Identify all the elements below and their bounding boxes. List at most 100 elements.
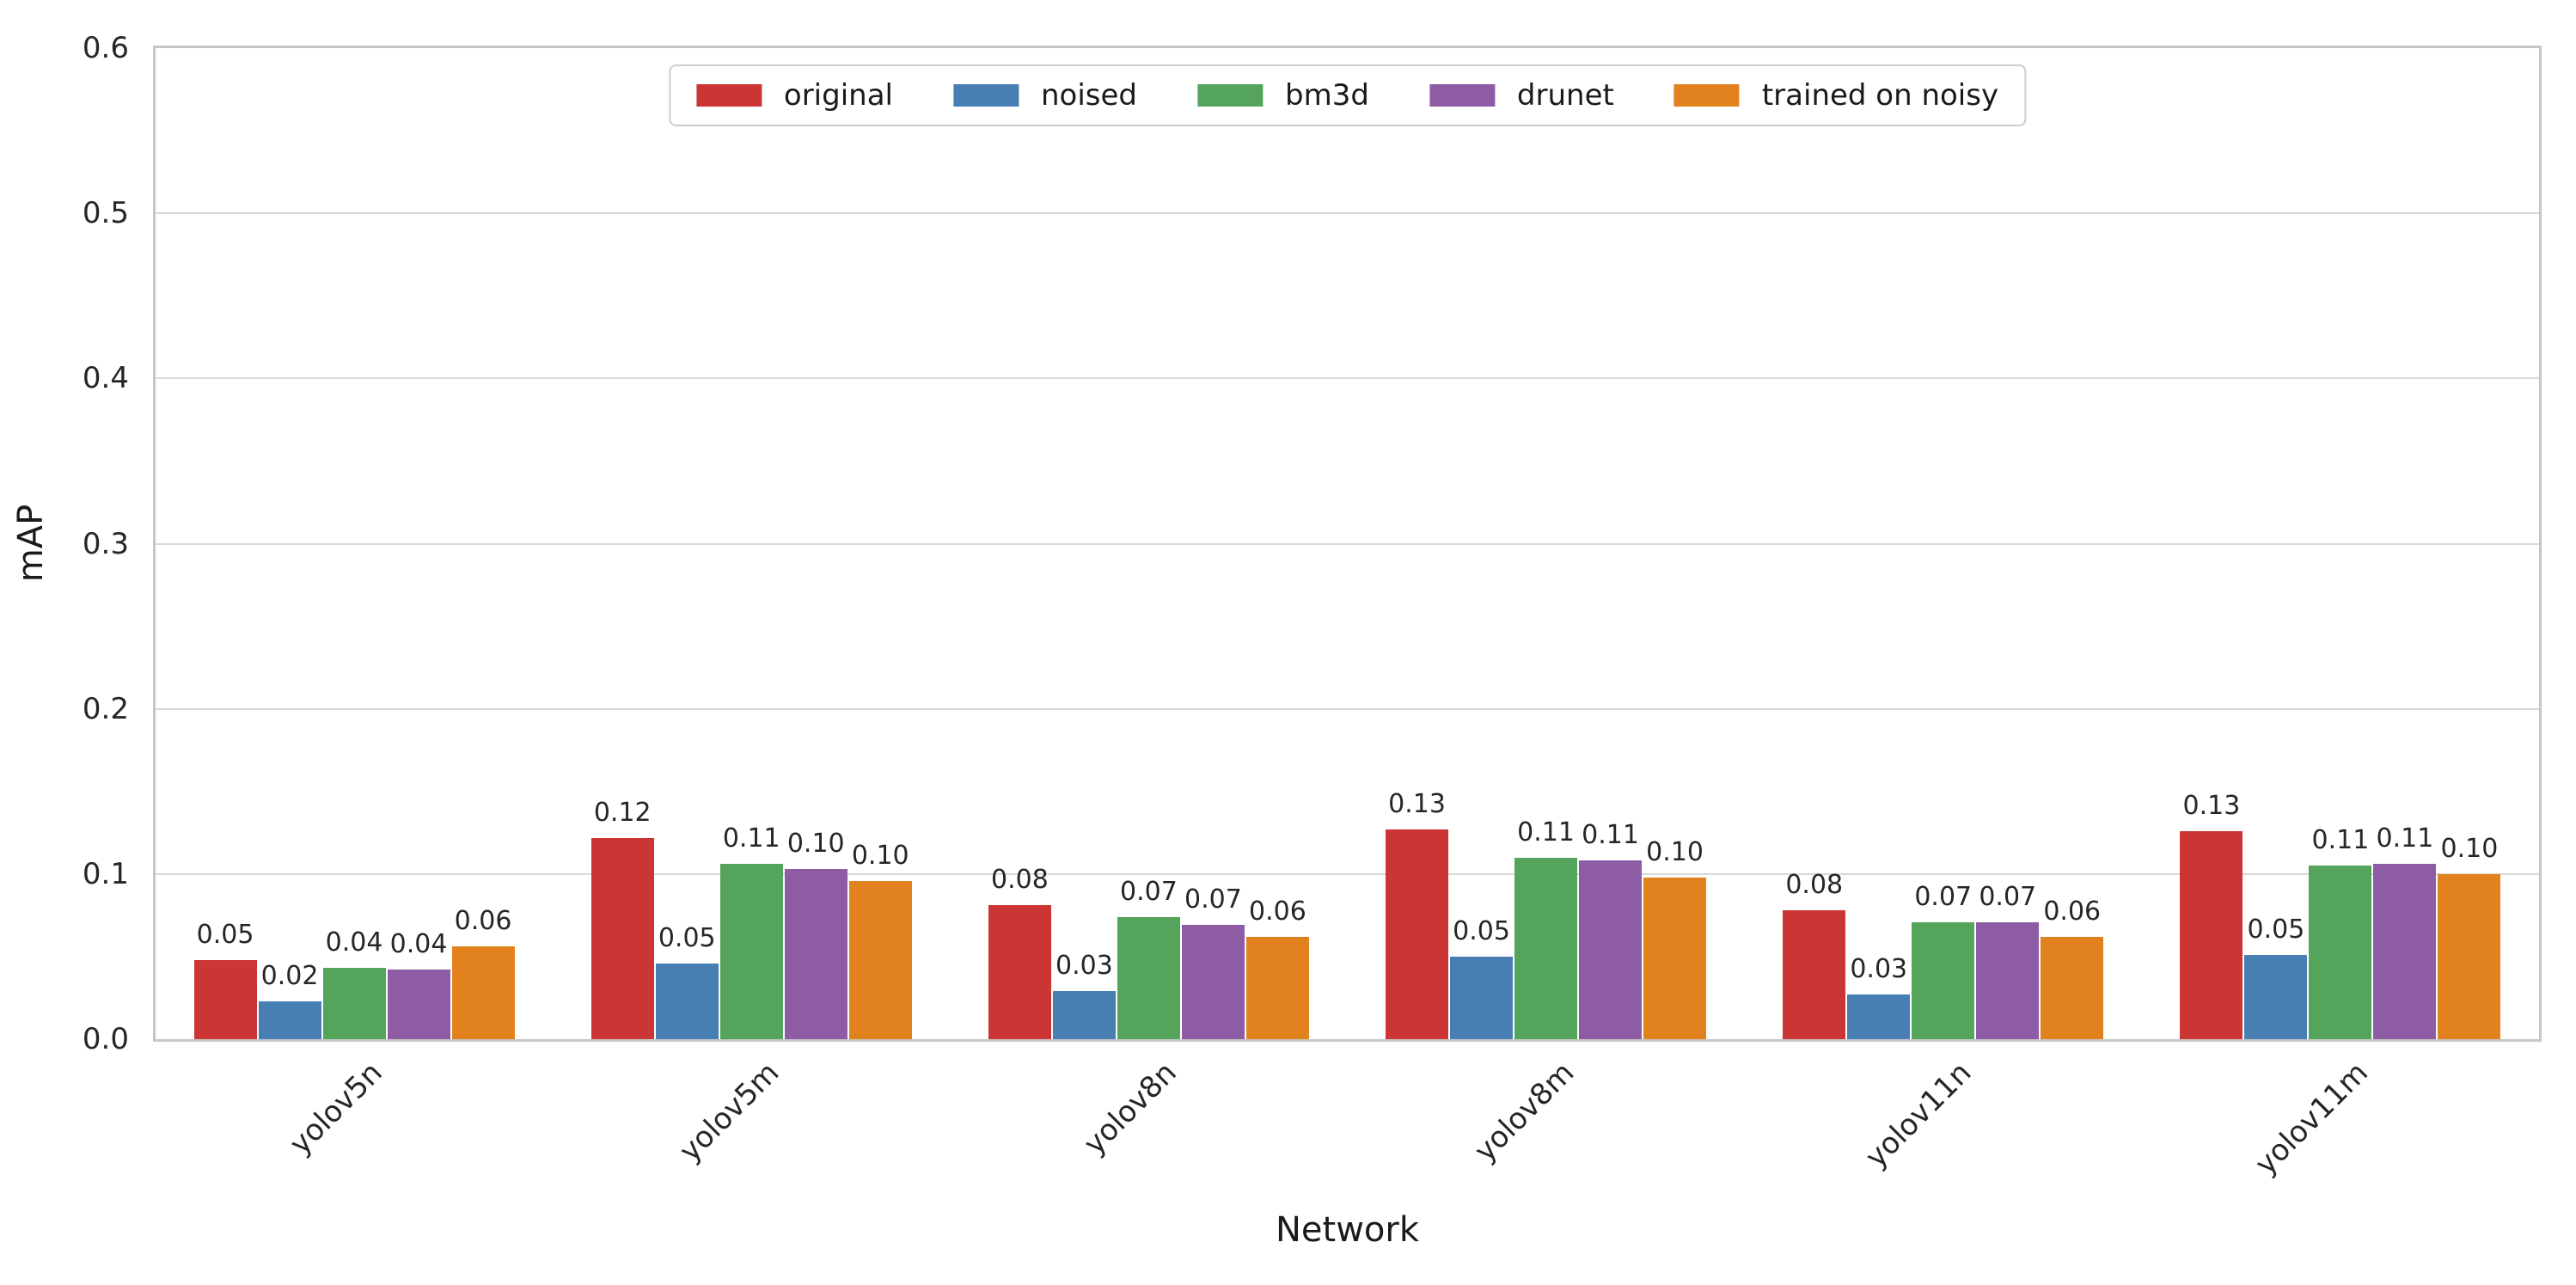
bar-drunet-yolov5n: 0.04 <box>387 929 450 1039</box>
legend-swatch-bm3d <box>1197 84 1264 107</box>
bar-group-yolov8n: 0.08 0.03 0.07 0.07 0.06 <box>950 48 1347 1039</box>
bar-value-label: 0.11 <box>722 823 780 854</box>
bar-bm3d-yolov5m: 0.11 <box>719 823 783 1039</box>
legend-item-noised: noised <box>952 78 1138 113</box>
bar-value-label: 0.10 <box>1646 836 1704 867</box>
bar-value-label: 0.07 <box>1979 881 2037 912</box>
legend: original noised bm3d drunet trained on noisy <box>668 64 2027 126</box>
bar-trained-on-noisy-yolov8n: 0.06 <box>1245 896 1309 1039</box>
bar-value-label: 0.05 <box>1453 915 1510 946</box>
bar-trained-on-noisy-yolov5m: 0.10 <box>848 841 912 1039</box>
legend-swatch-original <box>695 84 762 107</box>
bar-value-label: 0.03 <box>1055 951 1113 982</box>
legend-swatch-trained-on-noisy <box>1673 84 1740 107</box>
legend-label: bm3d <box>1285 78 1369 113</box>
x-tick-label-yolov8n: yolov8n <box>1077 1056 1184 1162</box>
bar-original-yolov11n: 0.08 <box>1783 870 1846 1039</box>
y-tick-label-0.2: 0.2 <box>82 691 129 726</box>
bar-value-label: 0.06 <box>2043 896 2102 927</box>
y-tick-label-0.6: 0.6 <box>82 31 129 65</box>
y-tick-label-0.0: 0.0 <box>82 1022 129 1056</box>
bar-value-label: 0.03 <box>1850 954 1908 985</box>
legend-label: drunet <box>1516 78 1614 113</box>
y-tick-label-0.3: 0.3 <box>82 526 129 561</box>
bar-drunet-yolov8n: 0.07 <box>1181 884 1245 1039</box>
x-tick-label-yolov5n: yolov5n <box>282 1056 389 1162</box>
bar-value-label: 0.10 <box>2440 833 2499 864</box>
bar-noised-yolov11n: 0.03 <box>1847 954 1911 1039</box>
x-tick-label-yolov11m: yolov11m <box>2249 1056 2376 1182</box>
bar-original-yolov5m: 0.12 <box>590 798 654 1039</box>
bar-group-yolov5n: 0.05 0.02 0.04 0.04 0.06 <box>156 48 553 1039</box>
gridline-0.1 <box>156 872 2539 875</box>
bar-group-yolov11m: 0.13 0.05 0.11 0.11 0.10 <box>2142 48 2539 1039</box>
bar-original-yolov8n: 0.08 <box>988 865 1051 1039</box>
legend-swatch-noised <box>952 84 1019 107</box>
x-axis-title: Network <box>1275 1210 1419 1250</box>
bar-noised-yolov8m: 0.05 <box>1450 916 1514 1039</box>
bar-noised-yolov8n: 0.03 <box>1052 951 1116 1039</box>
bar-value-label: 0.13 <box>2182 790 2241 821</box>
y-tick-label-0.1: 0.1 <box>82 856 129 891</box>
x-tick-label-yolov5m: yolov5m <box>672 1056 786 1169</box>
bar-value-label: 0.13 <box>1388 788 1446 819</box>
legend-label: trained on noisy <box>1761 78 1999 113</box>
bar-value-label: 0.10 <box>786 829 845 860</box>
gridline-0.5 <box>156 212 2539 215</box>
legend-item-original: original <box>695 78 893 113</box>
legend-item-trained-on-noisy: trained on noisy <box>1673 78 1999 113</box>
bar-bm3d-yolov11n: 0.07 <box>1912 882 1975 1039</box>
bar-value-label: 0.05 <box>196 919 254 950</box>
bar-bm3d-yolov8n: 0.07 <box>1117 877 1180 1039</box>
bar-group-yolov5m: 0.12 0.05 0.11 0.10 0.10 <box>553 48 950 1039</box>
bar-value-label: 0.07 <box>1184 884 1242 915</box>
bar-value-label: 0.04 <box>389 929 448 960</box>
bar-value-label: 0.04 <box>325 927 383 958</box>
x-tick-label-yolov11n: yolov11n <box>1858 1056 1979 1175</box>
y-tick-label-0.4: 0.4 <box>82 361 129 396</box>
bar-original-yolov8m: 0.13 <box>1386 789 1449 1039</box>
bar-trained-on-noisy-yolov5n: 0.06 <box>451 906 515 1039</box>
bar-value-label: 0.08 <box>1785 870 1844 901</box>
legend-label: noised <box>1040 78 1138 113</box>
bar-drunet-yolov5m: 0.10 <box>784 829 847 1039</box>
bar-group-yolov11n: 0.08 0.03 0.07 0.07 0.06 <box>1745 48 2142 1039</box>
bar-bm3d-yolov5n: 0.04 <box>322 927 386 1039</box>
bar-trained-on-noisy-yolov11n: 0.06 <box>2041 896 2104 1039</box>
legend-swatch-drunet <box>1429 84 1495 107</box>
bar-value-label: 0.12 <box>593 797 652 828</box>
bar-noised-yolov5m: 0.05 <box>655 923 719 1039</box>
gridline-0.4 <box>156 377 2539 380</box>
bar-noised-yolov5n: 0.02 <box>258 961 321 1039</box>
bar-bm3d-yolov11m: 0.11 <box>2309 825 2372 1039</box>
bar-drunet-yolov8m: 0.11 <box>1579 820 1643 1039</box>
bar-value-label: 0.05 <box>658 922 716 953</box>
legend-label: original <box>783 78 893 113</box>
bar-bm3d-yolov8m: 0.11 <box>1514 817 1578 1039</box>
bar-value-label: 0.08 <box>991 865 1049 896</box>
bar-value-label: 0.05 <box>2247 915 2305 945</box>
bar-trained-on-noisy-yolov11m: 0.10 <box>2438 834 2501 1039</box>
bar-value-label: 0.10 <box>851 840 909 871</box>
bar-value-label: 0.07 <box>1914 881 1973 912</box>
bar-value-label: 0.02 <box>260 960 319 991</box>
gridline-0.3 <box>156 542 2539 545</box>
bar-value-label: 0.06 <box>454 906 512 937</box>
legend-item-bm3d: bm3d <box>1197 78 1369 113</box>
bar-value-label: 0.06 <box>1249 896 1306 927</box>
bar-value-label: 0.11 <box>2311 825 2370 856</box>
legend-item-drunet: drunet <box>1429 78 1614 113</box>
gridline-0.2 <box>156 707 2539 710</box>
bar-group-yolov8m: 0.13 0.05 0.11 0.11 0.10 <box>1348 48 1745 1039</box>
bar-drunet-yolov11n: 0.07 <box>1976 882 2040 1039</box>
bar-value-label: 0.07 <box>1120 876 1178 907</box>
y-tick-label-0.5: 0.5 <box>82 196 129 231</box>
plot-area: 0.05 0.02 0.04 0.04 0.06 0.12 0.05 0.11 0.10 0.10… <box>153 46 2542 1042</box>
bar-noised-yolov11m: 0.05 <box>2244 915 2308 1039</box>
bar-value-label: 0.11 <box>1517 817 1575 847</box>
bar-value-label: 0.11 <box>1582 820 1639 851</box>
bar-value-label: 0.11 <box>2376 823 2434 854</box>
bar-original-yolov5n: 0.05 <box>193 920 257 1039</box>
bar-trained-on-noisy-yolov8m: 0.10 <box>1643 837 1707 1039</box>
